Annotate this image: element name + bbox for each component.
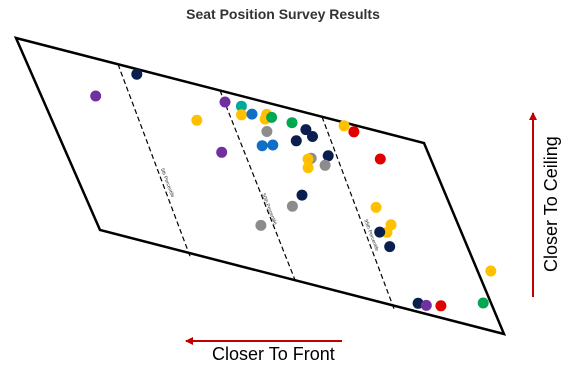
percentile-line	[117, 64, 191, 257]
data-point	[348, 126, 360, 138]
survey-points	[90, 68, 497, 312]
data-point	[300, 124, 312, 136]
y-axis-label: Closer To Ceiling	[541, 136, 561, 272]
data-point	[235, 100, 247, 112]
data-point	[256, 140, 268, 152]
x-axis-label: Closer To Front	[212, 344, 335, 364]
data-point	[219, 96, 231, 108]
data-point	[302, 162, 314, 174]
data-point	[286, 200, 298, 212]
seat-region-outline	[13, 36, 507, 336]
data-point	[420, 299, 432, 311]
data-point	[286, 117, 298, 129]
data-point	[307, 131, 318, 142]
data-point	[477, 297, 489, 309]
data-point	[374, 226, 386, 238]
data-point	[266, 111, 278, 123]
data-point	[131, 68, 143, 80]
data-point	[261, 126, 273, 137]
data-point	[191, 114, 203, 126]
data-point	[216, 146, 228, 158]
data-point	[370, 201, 382, 213]
chart-title: Seat Position Survey Results	[186, 6, 380, 22]
data-point	[255, 219, 267, 231]
data-point	[384, 241, 396, 253]
percentile-line	[219, 90, 297, 283]
data-point	[90, 90, 102, 102]
data-point	[485, 265, 497, 277]
data-point	[302, 153, 314, 165]
data-point	[338, 120, 350, 132]
data-point	[319, 159, 331, 171]
data-point	[322, 150, 334, 162]
data-point	[296, 189, 308, 201]
data-point	[435, 300, 447, 312]
percentile-line	[321, 116, 395, 309]
data-point	[290, 135, 302, 147]
data-point	[236, 109, 247, 121]
data-point	[374, 153, 386, 165]
data-point	[246, 108, 258, 120]
data-point	[267, 139, 279, 151]
